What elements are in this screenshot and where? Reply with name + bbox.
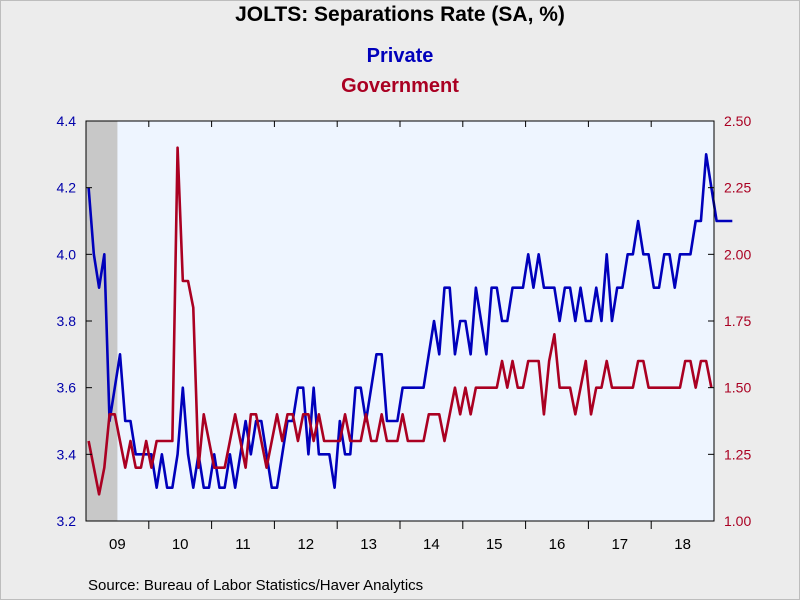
legend-government: Government [341,75,459,97]
right-axis-tick-label: 2.50 [724,113,751,129]
x-axis-tick-label: 09 [109,536,126,553]
legend-private: Private [366,45,434,67]
x-axis-tick-label: 11 [235,536,251,553]
left-axis-tick-label: 4.2 [57,180,77,196]
x-axis-tick-label: 10 [172,536,189,553]
x-axis-tick-label: 15 [486,536,503,553]
right-axis-tick-label: 1.75 [724,313,751,329]
right-axis-tick-label: 2.00 [724,246,751,262]
x-axis-tick-label: 14 [423,536,440,553]
left-axis-tick-label: 4.0 [57,246,77,262]
left-axis-tick-label: 3.8 [57,313,77,329]
source-note: Source: Bureau of Labor Statistics/Haver… [88,577,424,594]
x-axis-tick-label: 13 [360,536,377,553]
right-axis-tick-label: 1.50 [724,380,751,396]
series-line-government [87,146,713,496]
left-axis-tick-label: 3.2 [57,513,77,529]
chart-title: JOLTS: Separations Rate (SA, %) [235,3,565,26]
x-axis-tick-label: 17 [611,536,628,553]
x-axis-tick-label: 12 [297,536,314,553]
right-axis-tick-label: 1.00 [724,513,751,529]
plot-area [86,121,714,521]
left-axis-tick-label: 3.6 [57,380,77,396]
left-axis-tick-label: 4.4 [57,113,77,129]
series-line-private [87,153,733,489]
right-axis-tick-label: 2.25 [724,180,751,196]
x-axis-tick-label: 16 [549,536,566,553]
right-axis-tick-label: 1.25 [724,446,751,462]
left-axis-tick-label: 3.4 [57,446,77,462]
x-axis-tick-label: 18 [674,536,691,553]
